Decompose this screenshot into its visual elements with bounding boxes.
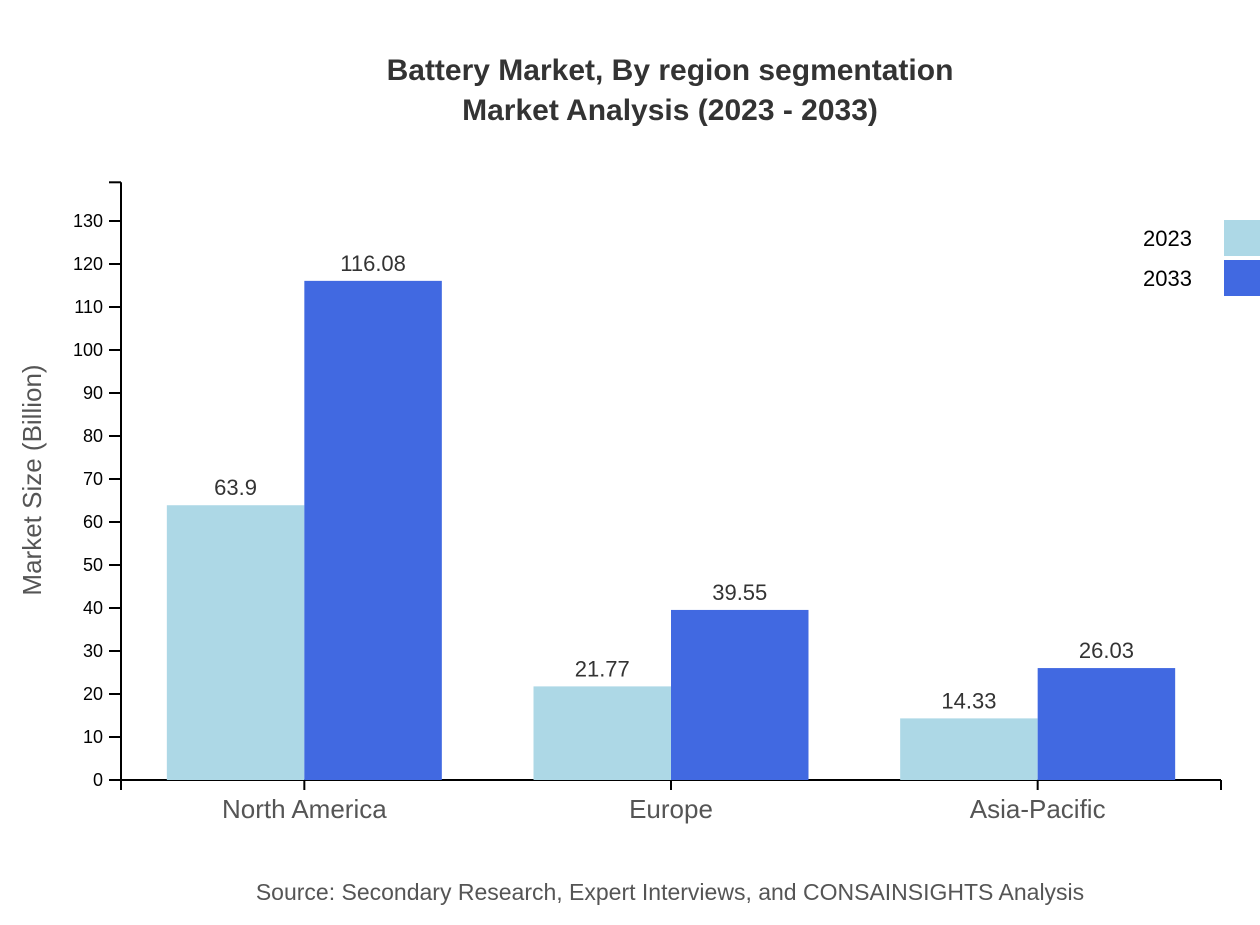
bar-2033-europe bbox=[671, 609, 809, 780]
bar-2033-asia-pacific bbox=[1037, 668, 1176, 780]
bar-2023-asia-pacific bbox=[900, 718, 1038, 780]
data-label: 14.33 bbox=[941, 688, 996, 713]
legend-label: 2033 bbox=[1143, 266, 1192, 291]
data-label: 63.9 bbox=[214, 475, 257, 500]
x-tick-label: Europe bbox=[629, 794, 713, 824]
bar-2033-north-america bbox=[304, 280, 442, 780]
y-tick-label: 70 bbox=[83, 469, 103, 489]
legend-label: 2023 bbox=[1143, 226, 1192, 251]
y-tick-label: 60 bbox=[83, 512, 103, 532]
y-tick-label: 30 bbox=[83, 641, 103, 661]
y-tick-label: 40 bbox=[83, 598, 103, 618]
data-label: 39.55 bbox=[712, 580, 767, 605]
chart-subtitle: Market Analysis (2023 - 2033) bbox=[462, 94, 878, 127]
source-note: Source: Secondary Research, Expert Inter… bbox=[256, 879, 1084, 905]
legend-swatch-2033 bbox=[1224, 260, 1260, 296]
y-tick-label: 20 bbox=[83, 684, 103, 704]
y-tick-label: 110 bbox=[74, 297, 103, 317]
y-tick-label: 100 bbox=[73, 340, 103, 360]
data-label: 21.77 bbox=[575, 656, 630, 681]
y-axis-label: Market Size (Billion) bbox=[17, 364, 47, 595]
y-tick-label: 120 bbox=[73, 254, 103, 274]
data-label: 116.08 bbox=[340, 251, 406, 276]
chart-title: Battery Market, By region segmentation bbox=[387, 54, 954, 87]
bar-2023-north-america bbox=[166, 505, 305, 780]
y-tick-label: 50 bbox=[83, 555, 103, 575]
data-label: 26.03 bbox=[1079, 638, 1134, 663]
y-tick-label: 80 bbox=[83, 426, 103, 446]
x-tick-label: Asia-Pacific bbox=[970, 794, 1106, 824]
y-tick-label: 130 bbox=[73, 211, 103, 231]
y-tick-label: 0 bbox=[93, 770, 103, 790]
bar-2023-europe bbox=[533, 686, 671, 780]
legend-swatch-2023 bbox=[1224, 220, 1260, 256]
x-tick-label: North America bbox=[222, 794, 387, 824]
y-tick-label: 90 bbox=[83, 383, 103, 403]
y-tick-label: 10 bbox=[83, 727, 103, 747]
